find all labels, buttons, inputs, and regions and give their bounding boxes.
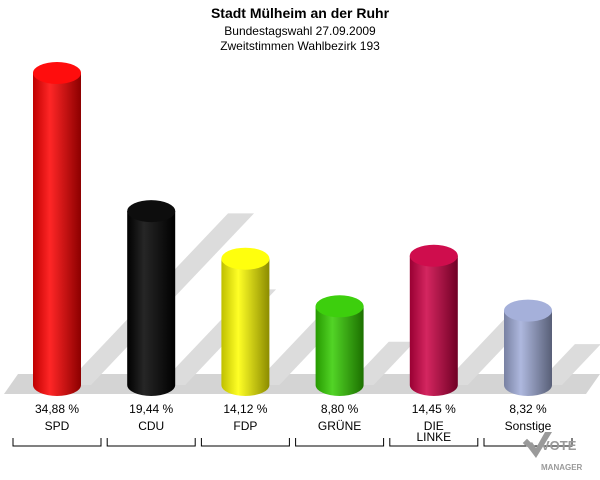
chart-title: Stadt Mülheim an der Ruhr: [211, 5, 390, 21]
value-label: 8,80 %: [321, 402, 359, 416]
logo-text-top: VOTE: [541, 438, 577, 453]
bar-shadow: [347, 341, 415, 385]
bar-die-linke: [409, 255, 458, 396]
category-label: LINKE: [416, 430, 451, 444]
value-label: 34,88 %: [35, 402, 79, 416]
category-bracket: [295, 438, 385, 447]
bar-fdp: [221, 258, 270, 396]
category-label: CDU: [138, 419, 164, 433]
bar-top: [315, 295, 364, 318]
value-label: 14,12 %: [223, 402, 267, 416]
category-label: SPD: [45, 419, 70, 433]
bar-spd: [33, 73, 81, 396]
chart-subtitle-2: Zweitstimmen Wahlbezirk 193: [220, 39, 380, 53]
value-label: 8,32 %: [509, 402, 547, 416]
bar-cdu: [127, 211, 176, 396]
bar-sonstige: [504, 310, 552, 396]
vote-manager-logo: VOTE MANAGER: [522, 432, 583, 472]
category-bracket: [200, 438, 290, 447]
bar-top: [504, 299, 552, 322]
category-label: FDP: [233, 419, 257, 433]
category-bracket: [12, 438, 102, 447]
value-label: 14,45 %: [412, 402, 456, 416]
chart-subtitle: Bundestagswahl 27.09.2009: [224, 24, 376, 38]
checkmark-icon: [522, 432, 552, 458]
bar-top: [221, 247, 270, 270]
category-label: Sonstige: [505, 419, 552, 433]
bar-grüne: [315, 306, 364, 396]
bar-top: [409, 244, 458, 267]
category-label: DIE: [424, 419, 444, 433]
category-label: GRÜNE: [318, 419, 361, 433]
bar-top: [33, 62, 81, 84]
category-bracket: [106, 438, 196, 447]
logo-text-bottom: MANAGER: [541, 463, 583, 472]
value-label: 19,44 %: [129, 402, 173, 416]
bar-top: [127, 200, 176, 223]
category-bracket: [389, 438, 479, 447]
